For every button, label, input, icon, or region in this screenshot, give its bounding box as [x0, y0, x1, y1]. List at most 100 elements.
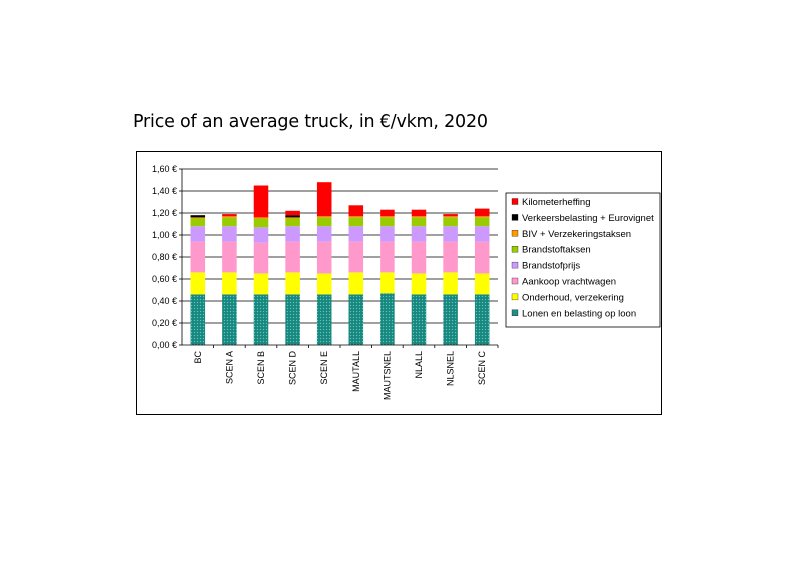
- bar-segment: [411, 216, 427, 218]
- bar-segment: [380, 241, 395, 273]
- legend-entry: Brandstoftaksen: [522, 245, 591, 256]
- bar-stack: [222, 214, 237, 345]
- y-tick-label: 0,60 €: [152, 274, 177, 284]
- bar-segment: [474, 294, 490, 345]
- bar-segment: [474, 217, 490, 227]
- legend-swatch: [511, 230, 519, 237]
- x-tick-label: SCEN E: [319, 351, 329, 385]
- bar-segment: [222, 214, 237, 217]
- bar-segment: [316, 217, 332, 227]
- bar-segment: [222, 226, 237, 242]
- bar-segment: [285, 210, 300, 216]
- x-tick-labels: BC SCEN A SCEN B SCEN D SCEN E MAUTALL MAUTSNE…: [193, 351, 487, 401]
- bar-segment: [190, 272, 206, 295]
- legend-entry: Aankoop vrachtwagen: [522, 277, 616, 288]
- bar-segment: [474, 216, 490, 218]
- bar-segment: [474, 273, 490, 295]
- bar-segment: [411, 217, 427, 227]
- bar-segment: [253, 217, 269, 219]
- bar-segment: [316, 273, 332, 295]
- bar-segment: [285, 226, 300, 242]
- legend-swatch: [511, 198, 519, 205]
- x-tick-label: SCEN C: [477, 351, 487, 386]
- x-tick-label: MAUTSNEL: [382, 351, 392, 400]
- y-tick-label: 0,20 €: [152, 318, 177, 328]
- bar-stack: [253, 185, 269, 345]
- bar-segment: [253, 294, 269, 345]
- bar-segment: [316, 241, 332, 274]
- bar-stack: [380, 209, 395, 345]
- bar-stack: [348, 205, 364, 345]
- bar-segment: [222, 241, 237, 273]
- legend-entry: Onderhoud, verzekering: [522, 292, 624, 303]
- bar-segment: [474, 226, 490, 242]
- bar-segment: [348, 216, 364, 218]
- bar-segment: [411, 241, 427, 274]
- bar-segment: [253, 227, 269, 243]
- legend-entry: Kilometerheffing: [522, 197, 590, 208]
- legend-swatch: [511, 277, 519, 285]
- y-tick-label: 0,40 €: [152, 296, 177, 306]
- legend-swatch: [511, 214, 519, 221]
- legend-swatch: [511, 293, 519, 301]
- bar-segment: [474, 208, 490, 217]
- bar-segment: [316, 226, 332, 242]
- bar-segment: [411, 209, 427, 217]
- bar-segment: [285, 218, 300, 227]
- bar-segment: [253, 218, 269, 228]
- bar-stack: [316, 182, 332, 345]
- bar-segment: [190, 226, 206, 242]
- x-tick-label: NLALL: [414, 351, 424, 379]
- bar-segment: [348, 226, 364, 242]
- bar-segment: [253, 273, 269, 295]
- bar-segment: [222, 217, 237, 227]
- bar-segment: [443, 217, 458, 227]
- bar-segment: [348, 241, 364, 273]
- bar-segment: [190, 241, 206, 273]
- bar-segment: [348, 272, 364, 295]
- y-tick-labels: 0,00 € 0,20 € 0,40 € 0,60 € 0,80 € 1,00 € 1,20…: [152, 164, 177, 350]
- x-tick-label: MAUTALL: [351, 351, 361, 392]
- bar-segment: [411, 273, 427, 295]
- bar-segment: [253, 242, 269, 274]
- bar-stack: [411, 209, 427, 345]
- bar-segment: [316, 294, 332, 345]
- bar-segment: [380, 272, 395, 294]
- bar-segment: [443, 241, 458, 273]
- x-tick-label: NLSNEL: [446, 351, 456, 386]
- bar-segment: [316, 216, 332, 218]
- bar-segment: [380, 209, 395, 217]
- y-tick-label: 1,00 €: [152, 230, 177, 240]
- legend-entry: BIV + Verzekeringstaksen: [522, 229, 631, 240]
- legend-entry: Lonen en belasting op loon: [522, 308, 636, 319]
- x-tick-label: SCEN A: [224, 351, 234, 384]
- y-tick-label: 1,60 €: [152, 164, 177, 174]
- bar-stack: [474, 208, 490, 345]
- bar-segment: [443, 294, 458, 345]
- chart-frame: 0,00 € 0,20 € 0,40 € 0,60 € 0,80 € 1,00 € 1,20…: [136, 151, 662, 415]
- legend: Kilometerheffing Verkeersbelasting + Euro…: [505, 192, 661, 328]
- bar-segment: [285, 272, 300, 295]
- x-tick-label: SCEN B: [256, 351, 266, 385]
- y-tick-label: 1,40 €: [152, 186, 177, 196]
- bar-segment: [443, 216, 458, 218]
- x-tick-label: BC: [193, 351, 203, 364]
- bar-segment: [474, 241, 490, 274]
- bar-segment: [380, 217, 395, 227]
- bar-segment: [411, 294, 427, 345]
- bar-stack: [190, 215, 206, 345]
- legend-swatch: [511, 261, 519, 269]
- bar-segment: [443, 272, 458, 295]
- bar-segment: [316, 182, 332, 217]
- legend-entry: Brandstofprijs: [522, 261, 580, 272]
- bar-segment: [253, 185, 269, 218]
- bar-segment: [222, 272, 237, 295]
- bar-segment: [411, 226, 427, 242]
- bar-segment: [222, 294, 237, 345]
- bar-segment: [348, 294, 364, 345]
- legend-box: [505, 192, 661, 328]
- y-tick-label: 0,80 €: [152, 252, 177, 262]
- x-tick-label: SCEN D: [288, 351, 298, 386]
- bar-segment: [190, 294, 206, 345]
- bar-segment: [380, 216, 395, 218]
